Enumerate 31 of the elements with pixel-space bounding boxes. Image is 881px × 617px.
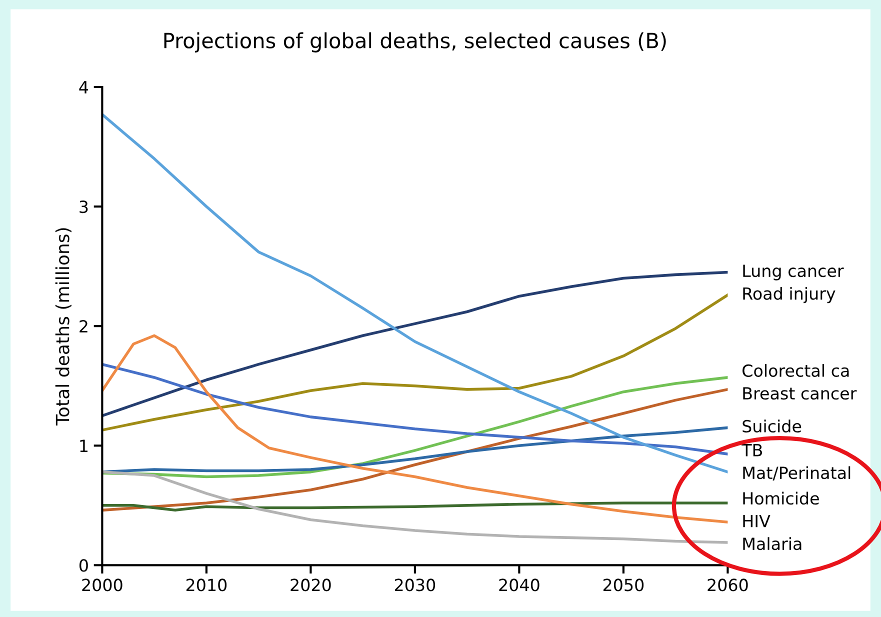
series-label: Homicide [743,492,819,505]
line-series [102,294,728,432]
line-series [102,113,728,474]
line-series [102,362,728,456]
series-label: Road injury [743,286,836,304]
x-tick-label: 2010 [186,578,227,592]
x-tick-label: 2060 [708,578,748,592]
y-tick-label: 2 [80,320,88,332]
series-label: Breast cancer [743,387,857,400]
x-tick-label: 2040 [499,578,540,592]
series-label: Malaria [743,537,802,550]
series-label: TB [742,444,762,456]
y-tick-label: 4 [79,81,88,94]
y-tick-label: 3 [80,200,88,214]
line-series [102,470,728,544]
y-tick-label: 1 [80,440,88,452]
line-series [102,334,728,524]
series-label: Suicide [742,420,802,433]
line-series [102,270,728,418]
line-series [102,502,728,512]
chart-title: Projections of global deaths, selected causes (B) [164,32,666,52]
series-label: HIV [743,514,770,528]
x-tick-label: 2000 [82,578,122,592]
series-label: Colorectal ca [742,364,849,377]
series-label: Lung cancer [743,264,844,280]
x-tick-label: 2050 [603,578,644,592]
y-axis-title: Total deaths (millions) [55,228,72,426]
x-tick-label: 2020 [290,578,331,592]
series-label: Mat/Perinatal [743,466,850,480]
y-tick-label: 0 [79,559,88,572]
x-tick-label: 2030 [394,578,436,592]
